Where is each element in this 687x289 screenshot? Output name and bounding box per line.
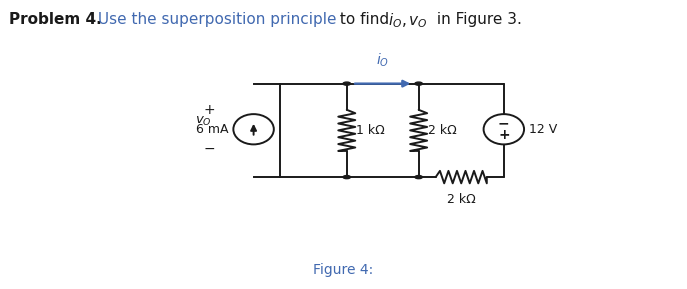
- Text: −: −: [498, 116, 510, 130]
- Text: to find: to find: [335, 12, 394, 27]
- Text: $v_O$: $v_O$: [195, 115, 212, 128]
- Text: 1 kΩ: 1 kΩ: [357, 124, 385, 137]
- Circle shape: [415, 82, 423, 85]
- Text: in Figure 3.: in Figure 3.: [432, 12, 522, 27]
- Text: 2 kΩ: 2 kΩ: [428, 124, 457, 137]
- Text: −: −: [203, 142, 215, 156]
- Text: 6 mA: 6 mA: [196, 123, 228, 136]
- Text: $i_O$: $i_O$: [376, 52, 390, 69]
- Text: +: +: [203, 103, 215, 117]
- Circle shape: [415, 175, 423, 179]
- Text: Problem 4.: Problem 4.: [9, 12, 102, 27]
- Text: 2 kΩ: 2 kΩ: [447, 193, 475, 206]
- Text: Figure 4:: Figure 4:: [313, 264, 374, 277]
- Text: 12 V: 12 V: [530, 123, 558, 136]
- Circle shape: [343, 175, 350, 179]
- Ellipse shape: [484, 114, 524, 144]
- Text: $i_O, v_O$: $i_O, v_O$: [388, 12, 428, 30]
- Ellipse shape: [234, 114, 274, 144]
- Text: +: +: [498, 128, 510, 142]
- Text: Use the superposition principle: Use the superposition principle: [93, 12, 336, 27]
- Circle shape: [343, 82, 350, 85]
